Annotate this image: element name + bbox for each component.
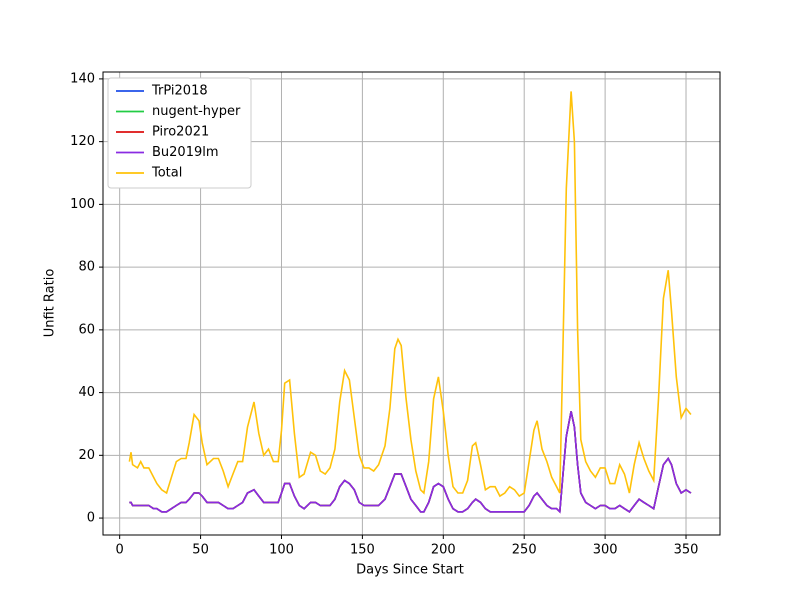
x-axis-label: Days Since Start [356,563,464,578]
series-line [129,411,692,514]
y-axis-label: Unfit Ratio [43,269,58,338]
y-tick-label: 100 [70,197,95,212]
y-tick-label: 20 [78,448,95,463]
legend-label: Piro2021 [152,125,209,140]
x-tick-label: 350 [674,543,699,558]
x-tick-label: 300 [593,543,618,558]
x-tick-label: 0 [116,543,124,558]
plot-frame [102,71,721,536]
legend-label: Bu2019lm [152,145,219,160]
x-tick-label: 250 [512,543,537,558]
y-tick-label: 0 [87,511,95,526]
legend: TrPi2018 nugent-hyper Piro2021 Bu2019lm Tota… [107,77,252,189]
y-tick-label: 40 [78,385,95,400]
legend-label: TrPi2018 [151,84,208,99]
x-tick-label: 100 [269,543,294,558]
y-tick-label: 120 [70,134,95,149]
legend-box [107,77,252,189]
x-tick-label: 150 [350,543,375,558]
legend-label: Total [151,166,182,181]
y-tick-label: 80 [78,260,95,275]
series-line [128,91,692,498]
x-tick-label: 50 [192,543,209,558]
legend-label: nugent-hyper [152,104,241,119]
x-tick-label: 200 [431,543,456,558]
y-tick-label: 140 [70,71,95,86]
y-tick-label: 60 [78,322,95,337]
